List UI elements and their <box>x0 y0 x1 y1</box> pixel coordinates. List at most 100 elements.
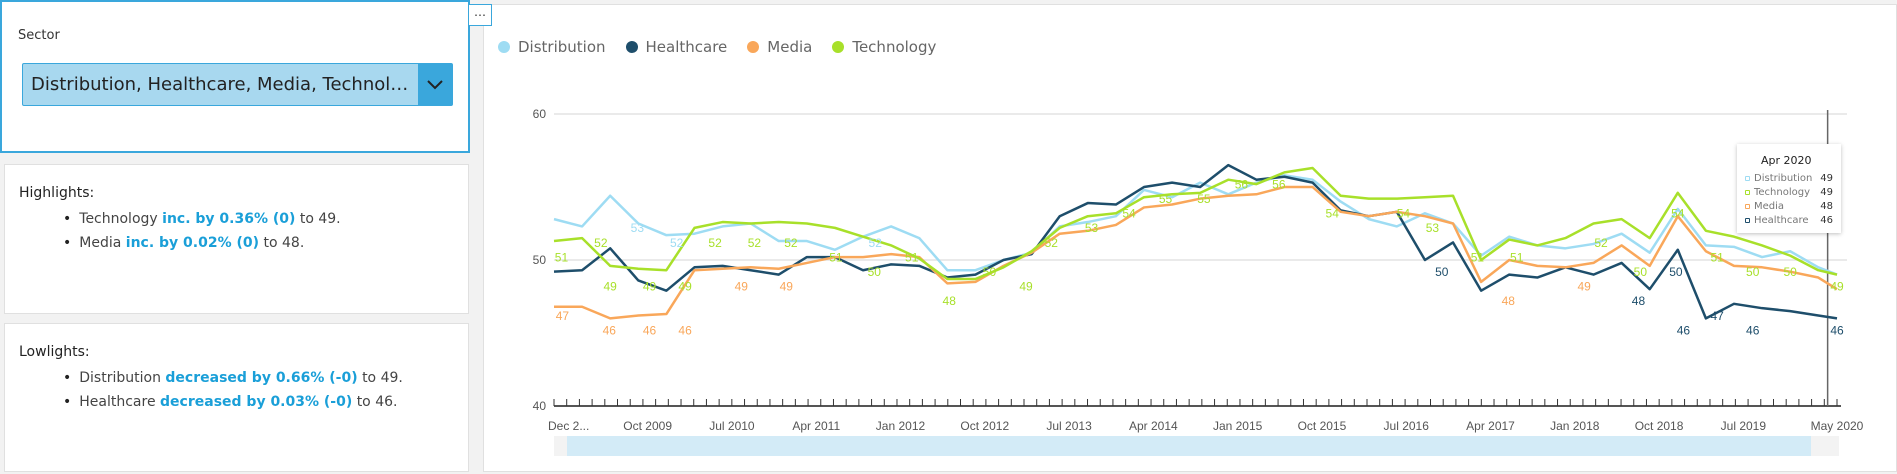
lowlights-title: Lowlights: <box>19 344 90 360</box>
sector-name: Distribution <box>79 370 161 386</box>
data-label-technology: 54 <box>1326 207 1340 221</box>
x-tick-label: Jan 2018 <box>1550 419 1600 433</box>
tooltip-row: Technology 49 <box>1745 185 1833 199</box>
legend-label: Technology <box>852 38 937 56</box>
data-label-technology: 51 <box>905 250 919 264</box>
data-label-technology: 49 <box>604 280 618 294</box>
y-tick-label: 60 <box>533 107 547 121</box>
data-label-technology: 50 <box>983 265 997 279</box>
series-line-technology <box>553 166 1838 281</box>
chart-range-scrollbar[interactable] <box>554 436 1839 456</box>
legend-marker <box>625 41 638 53</box>
data-label-technology: 49 <box>678 280 692 294</box>
legend-label: Healthcare <box>645 38 728 56</box>
data-label-distribution: 52 <box>670 236 684 250</box>
data-label-technology: 49 <box>643 280 657 294</box>
series-marker <box>1745 203 1750 209</box>
x-tick-label: Apr 2014 <box>1129 419 1178 433</box>
legend-marker <box>747 41 760 53</box>
chevron-down-icon[interactable] <box>418 64 452 105</box>
highlights-title: Highlights: <box>19 185 95 201</box>
lowlight-item: Healthcare decreased by 0.03% (-0) to 46… <box>63 394 403 410</box>
data-label-technology: 54 <box>1671 207 1685 221</box>
data-label-technology: 51 <box>555 250 569 264</box>
data-label-media: 46 <box>643 323 657 337</box>
series-marker <box>1745 217 1750 223</box>
data-label-technology: 53 <box>1085 221 1099 235</box>
line-chart-panel: Distribution Healthcare Media Technology 40… <box>483 4 1897 472</box>
result-text: to 49. <box>362 370 403 386</box>
chart-tooltip: Apr 2020 Distribution 49 Technology 49 Media… <box>1737 144 1841 233</box>
tooltip-value: 46 <box>1820 214 1833 226</box>
tooltip-value: 49 <box>1820 186 1833 198</box>
sector-selected-value: Distribution, Healthcare, Media, Technol… <box>31 74 409 95</box>
tooltip-series-name: Healthcare <box>1754 214 1809 226</box>
data-label-healthcare: 50 <box>1435 265 1449 279</box>
chart-legend: Distribution Healthcare Media Technology <box>498 38 936 56</box>
x-tick-label: May 2020 <box>1811 419 1864 433</box>
data-label-healthcare: 47 <box>1710 309 1724 323</box>
data-label-technology: 56 <box>1272 177 1286 191</box>
x-tick-label: Oct 2009 <box>623 419 672 433</box>
legend-item-technology[interactable]: Technology <box>832 38 936 56</box>
y-tick-label: 50 <box>533 253 547 267</box>
sector-name: Healthcare <box>79 394 156 410</box>
x-tick-label: Jul 2010 <box>709 419 755 433</box>
data-label-technology: 52 <box>784 236 798 250</box>
sector-filter-control: Sector Distribution, Healthcare, Media, … <box>0 0 470 153</box>
lowlights-panel: Lowlights: Distribution decreased by 0.6… <box>4 323 469 472</box>
data-label-healthcare: 46 <box>1677 323 1691 337</box>
result-text: to 46. <box>356 394 398 410</box>
change-text: inc. by 0.36% (0) <box>162 211 296 227</box>
x-tick-label: Apr 2011 <box>792 419 840 433</box>
data-label-technology: 51 <box>1471 250 1485 264</box>
data-label-technology: 52 <box>748 236 762 250</box>
tooltip-row: Healthcare 46 <box>1745 213 1833 227</box>
result-text: to 49. <box>299 211 341 227</box>
x-tick-label: Dec 2... <box>548 419 589 433</box>
data-label-technology: 50 <box>1746 265 1760 279</box>
data-label-technology: 50 <box>1634 265 1648 279</box>
data-label-technology: 51 <box>829 250 843 264</box>
sector-dropdown[interactable]: Distribution, Healthcare, Media, Technol… <box>22 63 453 106</box>
data-label-technology: 51 <box>1510 250 1524 264</box>
data-label-technology: 50 <box>868 265 882 279</box>
data-label-healthcare: 50 <box>1669 265 1683 279</box>
series-line-media <box>554 185 1838 320</box>
change-text: decreased by 0.03% (-0) <box>160 394 353 410</box>
tooltip-value: 48 <box>1820 200 1833 212</box>
tooltip-series-name: Media <box>1754 200 1785 212</box>
data-label-technology: 52 <box>1045 236 1059 250</box>
legend-label: Media <box>767 38 813 56</box>
x-tick-label: Jul 2013 <box>1046 419 1092 433</box>
lowlight-item: Distribution decreased by 0.66% (-0) to … <box>63 370 403 386</box>
legend-item-healthcare[interactable]: Healthcare <box>625 38 728 56</box>
series-marker <box>1745 189 1750 195</box>
highlights-panel: Highlights: Technology inc. by 0.36% (0)… <box>4 164 469 314</box>
data-label-media: 49 <box>1577 280 1591 294</box>
more-options-icon[interactable]: … <box>468 4 492 26</box>
legend-marker <box>498 41 510 53</box>
data-label-technology: 52 <box>594 236 608 250</box>
data-label-media: 48 <box>1502 294 1516 308</box>
x-tick-label: Jan 2015 <box>1213 419 1263 433</box>
tooltip-series-name: Technology <box>1754 186 1811 198</box>
line-chart: 40 50 60 Dec 2... Oct 2009 Jul 2010 Apr 2011 Ja… <box>533 107 1864 433</box>
change-text: inc. by 0.02% (0) <box>125 235 260 251</box>
data-label-healthcare: 46 <box>1746 323 1760 337</box>
data-label-technology: 54 <box>1122 207 1136 221</box>
data-label-technology: 48 <box>943 294 957 308</box>
data-label-technology: 50 <box>1783 265 1797 279</box>
result-text: to 48. <box>263 235 305 251</box>
highlight-item: Technology inc. by 0.36% (0) to 49. <box>63 211 341 227</box>
legend-marker <box>832 41 845 53</box>
data-label-healthcare: 46 <box>1830 323 1844 337</box>
data-label-technology: 49 <box>1019 280 1033 294</box>
scrollbar-thumb[interactable] <box>567 436 1811 456</box>
legend-item-distribution[interactable]: Distribution <box>498 38 606 56</box>
tooltip-row: Distribution 49 <box>1745 171 1833 185</box>
data-label-media: 46 <box>603 323 617 337</box>
legend-item-media[interactable]: Media <box>747 38 812 56</box>
data-label-technology: 56 <box>1235 177 1249 191</box>
data-label-healthcare: 48 <box>1632 294 1646 308</box>
